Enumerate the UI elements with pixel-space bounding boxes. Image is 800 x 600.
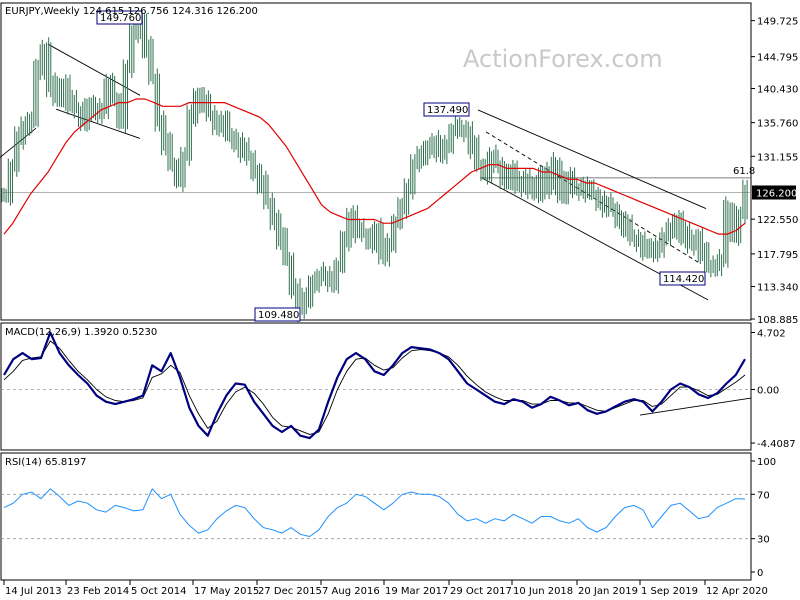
- macd-header: MACD(12,26,9) 1.3920 0.5230: [5, 327, 157, 338]
- price-y-tick-label: 149.725: [757, 17, 798, 28]
- callout-box-low-2020: [659, 271, 706, 286]
- moving-average-line: [3, 98, 746, 235]
- x-tick-label: 17 May 2015: [194, 586, 259, 597]
- rsi-y-tick-label: 100: [757, 457, 776, 468]
- fib-61-8-label: 61.8: [733, 166, 755, 177]
- price-y-tick-label: 113.340: [757, 282, 798, 293]
- rsi-line: [3, 488, 746, 537]
- current-price-tag: [752, 185, 796, 200]
- x-tick-label: 29 Oct 2017: [450, 586, 512, 597]
- macd-y-tick-label: -4.4087: [757, 439, 796, 450]
- price-y-tick-label: 131.155: [757, 152, 798, 163]
- macd-y-tick-label: 0.00: [757, 386, 779, 397]
- price-y-tick-label: 144.795: [757, 53, 798, 64]
- callout-box-high-2018: [423, 102, 470, 117]
- price-y-tick-label: 108.885: [757, 315, 798, 326]
- callout-label-low-2020: 114.420: [663, 274, 704, 285]
- x-tick-label: 14 Jul 2013: [5, 586, 62, 597]
- rsi-header: RSI(14) 65.8197: [5, 457, 86, 468]
- trend-line-1: [47, 43, 141, 96]
- rsi-y-tick-label: 0: [757, 568, 763, 579]
- price-y-tick-label: 117.795: [757, 250, 798, 261]
- current-price-label: 126.200: [756, 188, 797, 199]
- trend-line-4: [477, 109, 707, 209]
- x-tick-label: 7 Aug 2016: [322, 586, 380, 597]
- x-tick-label: 10 Jun 2018: [513, 586, 573, 597]
- x-tick-label: 20 Jan 2019: [578, 586, 638, 597]
- x-tick-label: 19 Mar 2017: [385, 586, 448, 597]
- x-tick-label: 23 Feb 2014: [67, 586, 129, 597]
- price-panel-frame: [0, 2, 752, 321]
- callout-label-high-2014: 149.760: [100, 13, 141, 24]
- watermark: ActionForex.com: [463, 45, 663, 73]
- price-y-tick-label: 122.550: [757, 215, 798, 226]
- rsi-y-tick-label: 70: [757, 490, 770, 501]
- callout-box-low-2016: [254, 307, 301, 322]
- x-tick-label: 12 Apr 2020: [706, 586, 768, 597]
- callout-box-high-2014: [96, 10, 143, 25]
- macd-panel-frame: [0, 322, 752, 451]
- x-tick-label: 1 Sep 2019: [641, 586, 698, 597]
- rsi-y-tick-label: 30: [757, 535, 770, 546]
- x-tick-label: 5 Oct 2014: [131, 586, 186, 597]
- macd-line: [3, 331, 746, 440]
- price-y-tick-label: 135.760: [757, 119, 798, 130]
- callout-label-low-2016: 109.480: [258, 310, 299, 321]
- price-y-tick-label: 140.430: [757, 85, 798, 96]
- macd-y-tick-label: 4.702: [757, 328, 786, 339]
- macd-trend-line: [639, 397, 752, 416]
- x-tick-label: 27 Dec 2015: [258, 586, 322, 597]
- rsi-panel-frame: [0, 452, 752, 581]
- callout-label-high-2018: 137.490: [427, 105, 468, 116]
- price-header: EURJPY,Weekly 124.615 126.756 124.316 12…: [5, 6, 258, 17]
